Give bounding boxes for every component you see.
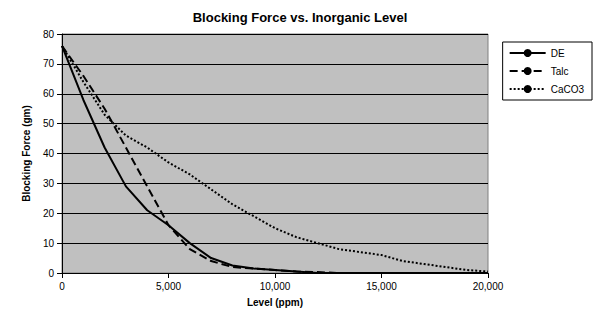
svg-text:70: 70 — [43, 58, 55, 69]
svg-text:Blocking Force (gm): Blocking Force (gm) — [21, 105, 32, 202]
svg-text:0: 0 — [48, 268, 54, 279]
svg-text:10,000: 10,000 — [260, 281, 291, 292]
svg-text:5,000: 5,000 — [156, 281, 181, 292]
svg-text:Blocking Force vs. Inorganic L: Blocking Force vs. Inorganic Level — [193, 10, 408, 25]
svg-text:80: 80 — [43, 29, 55, 40]
svg-text:20: 20 — [43, 208, 55, 219]
svg-text:15,000: 15,000 — [366, 281, 397, 292]
svg-text:DE: DE — [551, 48, 565, 59]
svg-text:40: 40 — [43, 148, 55, 159]
svg-text:Level (ppm): Level (ppm) — [247, 297, 303, 308]
svg-text:10: 10 — [43, 238, 55, 249]
svg-text:20,000: 20,000 — [473, 281, 504, 292]
svg-text:30: 30 — [43, 178, 55, 189]
svg-text:CaCO3: CaCO3 — [551, 84, 585, 95]
svg-text:Talc: Talc — [551, 66, 569, 77]
svg-text:0: 0 — [59, 281, 65, 292]
svg-text:50: 50 — [43, 118, 55, 129]
svg-text:60: 60 — [43, 88, 55, 99]
